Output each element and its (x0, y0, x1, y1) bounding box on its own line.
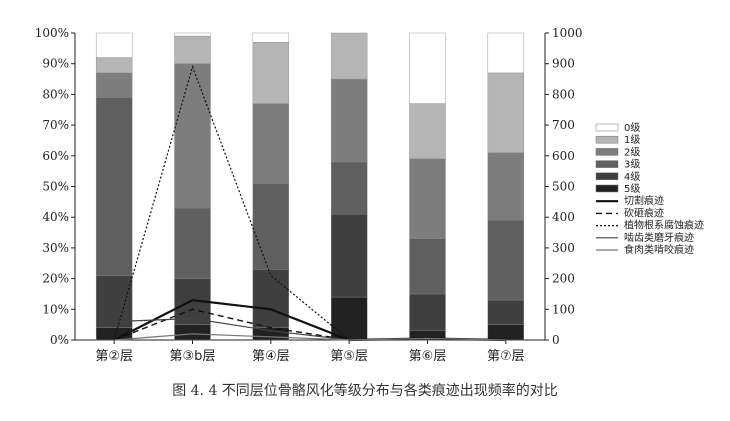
bar-segment (409, 32, 446, 104)
right-tick-label: 400 (552, 210, 575, 224)
bar-segment (330, 161, 368, 215)
legend-label: 食肉类啃咬痕迹 (624, 243, 694, 256)
bar-segment (487, 32, 525, 74)
right-tick-label: 100 (552, 302, 575, 316)
figure-caption: 图 4. 4 不同层位骨骼风化等级分布与各类痕迹出现频率的对比 (172, 383, 558, 399)
right-tick-label: 300 (552, 241, 575, 255)
legend-label: 切割痕迹 (624, 194, 664, 207)
right-tick-label: 500 (552, 180, 575, 194)
bar-segment (252, 32, 290, 43)
legend-label: 2级 (624, 146, 640, 158)
bar-segment (487, 299, 525, 325)
bar-segment (174, 324, 211, 341)
category-label: 第⑥层 (409, 349, 447, 364)
left-tick-label: 0% (50, 333, 69, 347)
bar-segment (252, 269, 290, 328)
bar-segment (95, 57, 133, 74)
legend-label: 3级 (624, 159, 640, 171)
trace-line (114, 333, 506, 341)
left-tick-label: 60% (42, 149, 69, 163)
chart-axes: 0% 10% 20% 30% 40% 50% 60% 70% 80% 90% 100% 0 100 200… (35, 26, 583, 364)
category-label: 第③b层 (170, 349, 216, 364)
bar-segment (409, 293, 446, 331)
bar-segment (487, 72, 525, 153)
bar-segment (252, 183, 290, 270)
left-tick-label: 30% (42, 241, 69, 255)
bar-segment (174, 35, 211, 64)
legend-swatch (595, 160, 619, 168)
bar-segment (252, 103, 290, 184)
legend-swatch (595, 184, 619, 193)
left-tick-label: 70% (42, 118, 69, 132)
bar-segment (252, 42, 290, 104)
chart-svg: 0% 10% 20% 30% 40% 50% 60% 70% 80% 90% 100% 0 100 200… (35, 26, 704, 364)
bar-segment (487, 220, 525, 301)
chart-legend: 0级1级2级3级4级5级切割痕迹砍砸痕迹植物根系腐蚀痕迹啮齿类磨牙痕迹食肉类啃咬… (595, 122, 704, 256)
bar-segment (330, 78, 368, 163)
legend-label: 4级 (624, 171, 640, 183)
bar-segment (174, 32, 211, 37)
legend-swatch (595, 172, 619, 181)
bar-stack-area (95, 32, 525, 341)
bar-segment (252, 327, 290, 341)
legend-label: 砍砸痕迹 (624, 206, 664, 219)
legend-swatch (595, 123, 619, 132)
bar-segment (330, 213, 368, 298)
bar-segment (95, 97, 133, 276)
left-tick-label: 20% (42, 272, 69, 286)
bar-segment (95, 32, 133, 58)
bar-segment (95, 72, 133, 98)
bar-segment (487, 152, 525, 221)
left-tick-label: 90% (42, 57, 69, 71)
right-tick-label: 0 (552, 333, 560, 347)
bar-segment (487, 324, 525, 341)
bar-segment (174, 63, 211, 209)
left-tick-label: 10% (42, 302, 69, 316)
category-label: 第⑦层 (487, 349, 525, 364)
left-tick-label: 80% (42, 87, 69, 101)
legend-swatch (595, 135, 619, 144)
bar-segment (409, 158, 446, 239)
right-tick-label: 600 (552, 149, 575, 163)
left-tick-label: 100% (35, 26, 69, 40)
legend-label: 啮齿类磨牙痕迹 (624, 231, 694, 244)
left-tick-label: 50% (42, 180, 69, 194)
trace-line (114, 317, 506, 341)
right-tick-label: 200 (552, 272, 575, 286)
legend-swatch (595, 148, 619, 156)
trace-lines-area (113, 64, 506, 342)
legend-label: 植物根系腐蚀痕迹 (624, 219, 704, 232)
category-label: 第⑤层 (330, 349, 368, 364)
bar-segment (330, 32, 368, 80)
bar-segment (174, 207, 211, 279)
trace-line (113, 64, 506, 341)
right-tick-label: 1000 (552, 26, 583, 40)
legend-label: 0级 (624, 122, 640, 134)
right-tick-label: 900 (552, 57, 575, 71)
bar-segment (330, 296, 368, 341)
left-tick-label: 40% (42, 210, 69, 224)
right-tick-label: 800 (552, 87, 575, 101)
bar-segment (409, 238, 446, 295)
right-tick-label: 700 (552, 118, 575, 132)
category-label: 第②层 (95, 349, 133, 364)
bar-segment (95, 275, 133, 328)
legend-label: 1级 (624, 134, 640, 146)
category-label: 第④层 (252, 349, 290, 364)
bar-segment (409, 103, 446, 160)
legend-label: 5级 (624, 183, 640, 195)
